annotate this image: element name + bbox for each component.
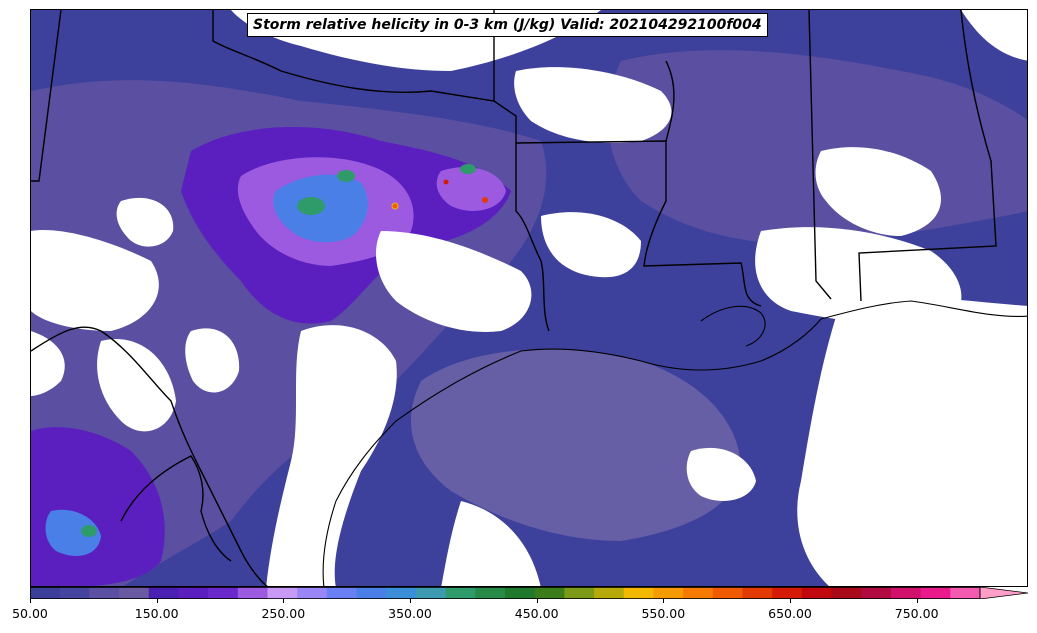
colorbar-tick-label: 50.00	[12, 606, 48, 621]
helicity-gulf-region	[411, 349, 741, 541]
helicity-map	[31, 10, 1027, 586]
colorbar-segment	[534, 587, 565, 599]
colorbar-tick-mark	[916, 599, 918, 603]
colorbar-tick-label: 650.00	[768, 606, 812, 621]
colorbar-segment	[564, 587, 595, 599]
helicity-green-spot	[81, 525, 97, 537]
coastline	[322, 300, 1027, 586]
helicity-green-spot	[337, 170, 355, 182]
colorbar-outline	[30, 587, 981, 599]
colorbar-tick-label: 250.00	[261, 606, 306, 621]
map-area	[30, 9, 1028, 587]
colorbar-segment	[683, 587, 714, 599]
colorbar-segment	[386, 587, 417, 599]
colorbar-segment	[920, 587, 951, 599]
colorbar-segment	[59, 587, 90, 599]
colorbar-tick-mark	[410, 599, 411, 603]
helicity-green-spot	[297, 197, 325, 215]
colorbar-segment	[237, 587, 268, 599]
colorbar-segment	[148, 587, 179, 599]
state-borders	[31, 10, 997, 586]
colorbar-segment	[445, 587, 476, 599]
colorbar-segment	[950, 587, 981, 599]
colorbar-segment	[712, 587, 743, 599]
colorbar-segment	[89, 587, 120, 599]
colorbar-segment	[890, 587, 922, 599]
colorbar-segment	[297, 587, 328, 599]
colorbar-tick-label: 350.00	[388, 606, 432, 621]
colorbar-segment	[30, 587, 61, 599]
colorbar-segment	[772, 587, 803, 599]
colorbar-segment	[505, 587, 536, 599]
colorbar-segment	[861, 587, 892, 599]
helicity-hotspot	[443, 179, 449, 185]
colorbar-tick-label: 550.00	[641, 606, 686, 621]
helicity-light-purple-east	[436, 167, 506, 211]
colorbar-segment	[594, 587, 625, 599]
colorbar-segment	[178, 587, 209, 599]
colorbar-tick-label: 450.00	[514, 606, 559, 621]
colorbar-segment	[119, 587, 150, 599]
colorbar-segment	[475, 587, 506, 599]
helicity-green-spot	[460, 164, 476, 174]
colorbar-tick-label: 150.00	[134, 606, 179, 621]
colorbar-tick-mark	[30, 599, 31, 603]
colorbar-segment	[653, 587, 684, 599]
colorbar-segment	[208, 587, 239, 599]
map-title: Storm relative helicity in 0-3 km (J/kg)…	[247, 13, 768, 37]
colorbar-tick-mark	[156, 599, 158, 603]
colorbar-tick-mark	[536, 599, 538, 603]
helicity-blue-southwest	[45, 509, 101, 556]
colorbar	[30, 587, 1028, 599]
colorbar-segment	[831, 587, 862, 599]
colorbar-segment	[326, 587, 358, 599]
colorbar-tick-mark	[790, 599, 791, 603]
colorbar-segment	[623, 587, 654, 599]
colorbar-extend-arrow	[979, 587, 1028, 599]
colorbar-tick-mark	[663, 599, 665, 603]
colorbar-tick-mark	[283, 599, 285, 603]
colorbar-segment	[267, 587, 298, 599]
helicity-hotspot	[482, 197, 488, 203]
colorbar-segment	[801, 587, 833, 599]
colorbar-segment	[415, 587, 447, 599]
colorbar-tick-label: 750.00	[894, 606, 939, 621]
colorbar-segment	[356, 587, 387, 599]
colorbar-segment	[742, 587, 773, 599]
helicity-hotspot	[391, 202, 399, 210]
